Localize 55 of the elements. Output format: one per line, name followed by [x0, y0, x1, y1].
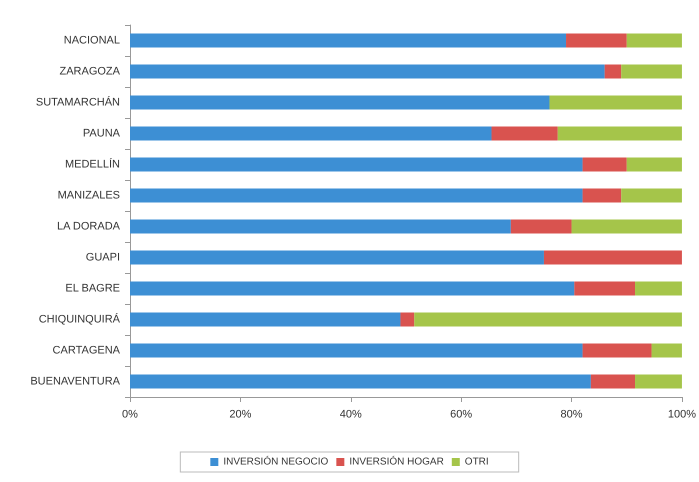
- bar: [549, 96, 682, 110]
- y-tick-label: LA DORADA: [57, 220, 121, 232]
- y-tick-label: NACIONAL: [64, 34, 120, 46]
- bar: [130, 250, 544, 264]
- legend-label: INVERSIÓN NEGOCIO: [223, 456, 329, 468]
- bar: [582, 158, 627, 172]
- y-tick-label: EL BAGRE: [65, 282, 120, 294]
- bar: [621, 188, 682, 202]
- y-tick-label: MEDELLÍN: [64, 158, 120, 170]
- bar: [572, 220, 682, 234]
- bar: [130, 64, 605, 78]
- bar: [510, 220, 572, 234]
- bar: [635, 282, 682, 296]
- bar: [544, 250, 682, 264]
- legend-label: INVERSIÓN HOGAR: [349, 456, 444, 468]
- bar: [626, 34, 682, 48]
- bar: [566, 34, 627, 48]
- bar: [130, 158, 583, 172]
- x-tick-label: 60%: [450, 408, 472, 420]
- bar: [652, 344, 682, 358]
- bar: [130, 220, 511, 234]
- bar: [130, 344, 583, 358]
- bar: [626, 158, 682, 172]
- bar: [130, 96, 550, 110]
- y-tick-label: ZARAGOZA: [59, 66, 121, 78]
- x-tick-label: 80%: [560, 408, 583, 420]
- bar: [400, 312, 414, 326]
- bar: [130, 312, 400, 326]
- bar: [558, 126, 682, 140]
- bar: [414, 312, 682, 326]
- bar: [130, 282, 574, 296]
- bar: [574, 282, 636, 296]
- y-tick-label: BUENAVENTURA: [30, 376, 121, 388]
- y-tick-label: CHIQUINQUIRÁ: [38, 312, 121, 326]
- bar: [582, 344, 652, 358]
- bar: [130, 188, 583, 202]
- x-tick-label: 40%: [340, 408, 362, 420]
- bar: [492, 126, 558, 140]
- bar: [130, 34, 566, 48]
- y-tick-label: CARTAGENA: [52, 344, 121, 356]
- legend-label: OTRI: [464, 456, 489, 468]
- y-tick-label: PAUNA: [82, 128, 121, 140]
- bar: [130, 374, 591, 388]
- bar: [130, 126, 492, 140]
- y-tick-label: GUAPI: [86, 252, 120, 264]
- y-tick-label: MANIZALES: [58, 190, 120, 202]
- bar: [590, 374, 636, 388]
- x-tick-label: 0%: [122, 408, 138, 420]
- y-tick-label: SUTAMARCHÁN: [36, 96, 120, 108]
- bar: [604, 64, 622, 78]
- bar: [621, 64, 682, 78]
- x-tick-label: 20%: [229, 408, 252, 420]
- x-tick-label: 100%: [668, 408, 696, 420]
- bar: [635, 374, 682, 388]
- bar: [582, 188, 622, 202]
